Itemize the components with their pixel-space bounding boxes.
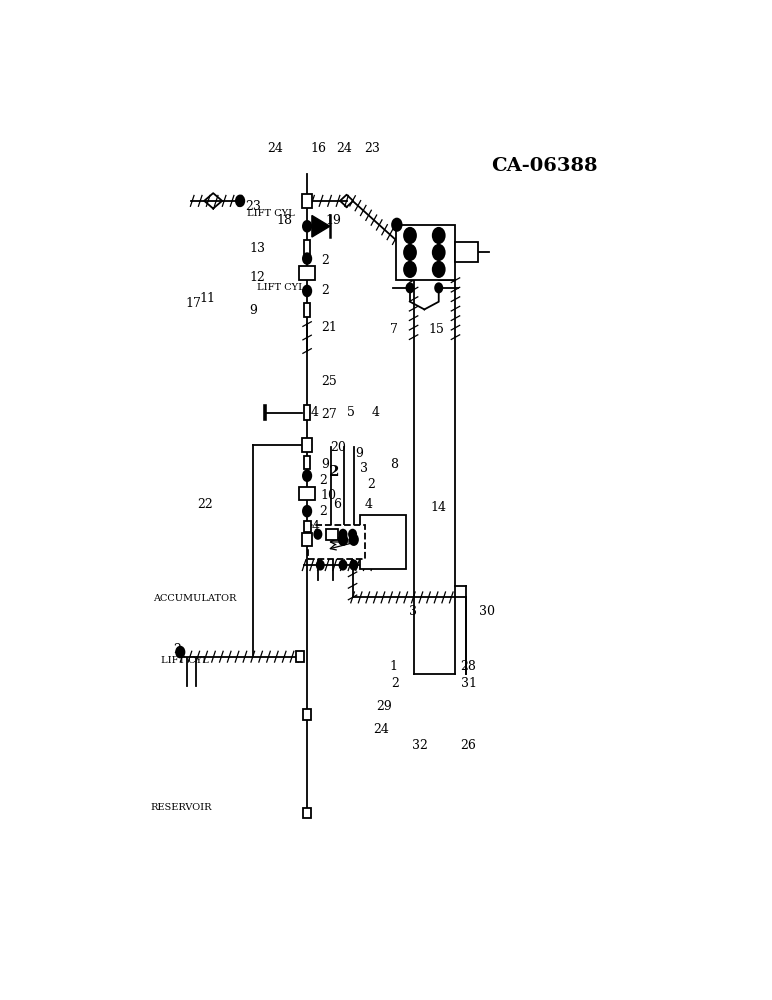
Text: 23: 23 [364,142,381,155]
Circle shape [236,195,244,206]
Text: 2: 2 [319,505,327,518]
Bar [303,521,310,532]
Circle shape [176,647,185,657]
Bar [304,456,310,469]
Text: 24: 24 [373,723,389,736]
Circle shape [433,262,445,277]
Circle shape [392,219,401,231]
Text: 32: 32 [412,739,428,752]
Circle shape [314,530,321,539]
Circle shape [433,245,445,260]
Text: 28: 28 [460,660,476,673]
Bar [299,487,316,500]
Text: 19: 19 [325,214,341,227]
Text: 30: 30 [479,605,496,618]
Text: 24: 24 [336,142,352,155]
Text: 18: 18 [276,214,292,227]
Circle shape [406,283,414,292]
Text: LIFT CYL: LIFT CYL [257,283,305,292]
Polygon shape [312,215,330,237]
Bar [304,303,310,317]
Text: 6: 6 [333,498,340,512]
Text: 24: 24 [267,142,283,155]
Text: ACCUMULATOR: ACCUMULATOR [154,594,237,603]
Text: 15: 15 [428,323,445,336]
Text: 9: 9 [355,447,363,460]
Bar [304,405,310,420]
Circle shape [404,245,416,260]
Bar [302,438,313,452]
Bar [299,266,316,280]
Circle shape [404,228,416,243]
Text: CA-06388: CA-06388 [492,157,598,175]
Text: LIFT CYL: LIFT CYL [247,209,295,218]
Text: 12: 12 [249,271,265,284]
Text: 2: 2 [391,677,399,690]
Text: 29: 29 [377,700,392,713]
Bar [302,194,313,208]
Text: 13: 13 [249,242,265,255]
Bar [455,242,478,262]
Bar [304,240,310,254]
Text: 2: 2 [319,474,327,487]
Bar [303,808,311,818]
Text: 31: 31 [462,677,477,690]
Text: 10: 10 [321,489,337,502]
Circle shape [303,286,311,296]
Circle shape [303,253,311,264]
Bar [327,529,338,540]
Circle shape [339,534,347,545]
Text: RESERVOIR: RESERVOIR [151,803,212,812]
Circle shape [340,560,347,570]
Text: 4: 4 [364,498,373,512]
Text: 7: 7 [390,323,398,336]
Circle shape [435,283,442,292]
Text: 2: 2 [173,643,181,656]
Circle shape [340,530,347,539]
Text: 21: 21 [321,321,337,334]
Text: 2: 2 [367,478,375,491]
Circle shape [303,221,311,232]
Bar [296,651,304,662]
Text: 22: 22 [197,498,213,512]
Text: 4: 4 [310,406,319,419]
Circle shape [350,534,358,545]
Bar [308,525,364,559]
Circle shape [349,530,356,539]
Bar [303,709,311,720]
Circle shape [350,560,357,570]
Text: 14: 14 [430,501,446,514]
Bar [303,533,312,546]
Text: LIFT CYL: LIFT CYL [161,656,209,665]
Circle shape [303,506,311,517]
Text: 17: 17 [185,297,201,310]
Text: 2: 2 [321,254,329,267]
Text: 3: 3 [360,462,367,475]
Text: 23: 23 [245,200,261,213]
Text: 20: 20 [330,441,346,454]
Text: 27: 27 [321,408,337,421]
Text: 26: 26 [460,739,476,752]
Bar [360,515,406,569]
Text: 2: 2 [329,465,339,479]
Circle shape [433,228,445,243]
Circle shape [317,560,324,570]
Text: 2: 2 [321,284,329,297]
Text: 25: 25 [321,375,337,388]
Text: 4: 4 [372,406,380,419]
Text: 4: 4 [312,520,320,533]
Text: 3: 3 [409,605,417,618]
Text: 9: 9 [321,458,329,471]
Bar [396,225,455,280]
Circle shape [303,470,311,481]
Circle shape [404,262,416,277]
Text: 9: 9 [249,304,257,317]
Text: 8: 8 [390,458,398,471]
Text: 1: 1 [390,660,398,673]
Text: 5: 5 [347,406,354,419]
Text: 16: 16 [310,142,327,155]
Text: 11: 11 [199,292,215,305]
